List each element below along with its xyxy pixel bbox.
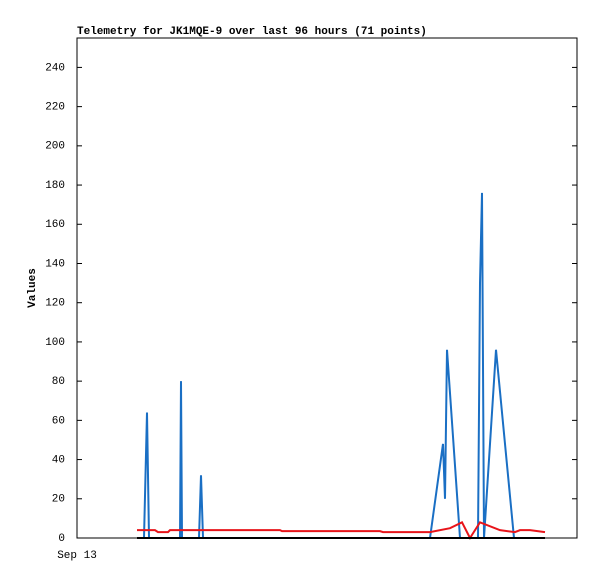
y-tick-label: 240: [45, 62, 65, 74]
y-tick-label: 0: [58, 533, 65, 545]
series-line: [143, 192, 515, 539]
y-tick-label: 160: [45, 219, 65, 231]
y-tick-label: 200: [45, 141, 65, 153]
y-tick-label: 100: [45, 337, 65, 349]
y-tick-label: 40: [52, 454, 65, 466]
y-axis-label: Values: [27, 268, 39, 308]
y-tick-label: 20: [52, 494, 65, 506]
y-tick-label: 60: [52, 415, 65, 427]
series-line: [137, 520, 546, 541]
y-tick-label: 80: [52, 376, 65, 388]
y-tick-label: 180: [45, 180, 65, 192]
chart-title: Telemetry for JK1MQE-9 over last 96 hour…: [77, 26, 427, 38]
y-tick-label: 220: [45, 102, 65, 114]
y-tick-label: 120: [45, 298, 65, 310]
plot-frame: [76, 37, 578, 539]
y-tick-label: 140: [45, 258, 65, 270]
x-tick-label: Sep 13: [57, 550, 97, 562]
